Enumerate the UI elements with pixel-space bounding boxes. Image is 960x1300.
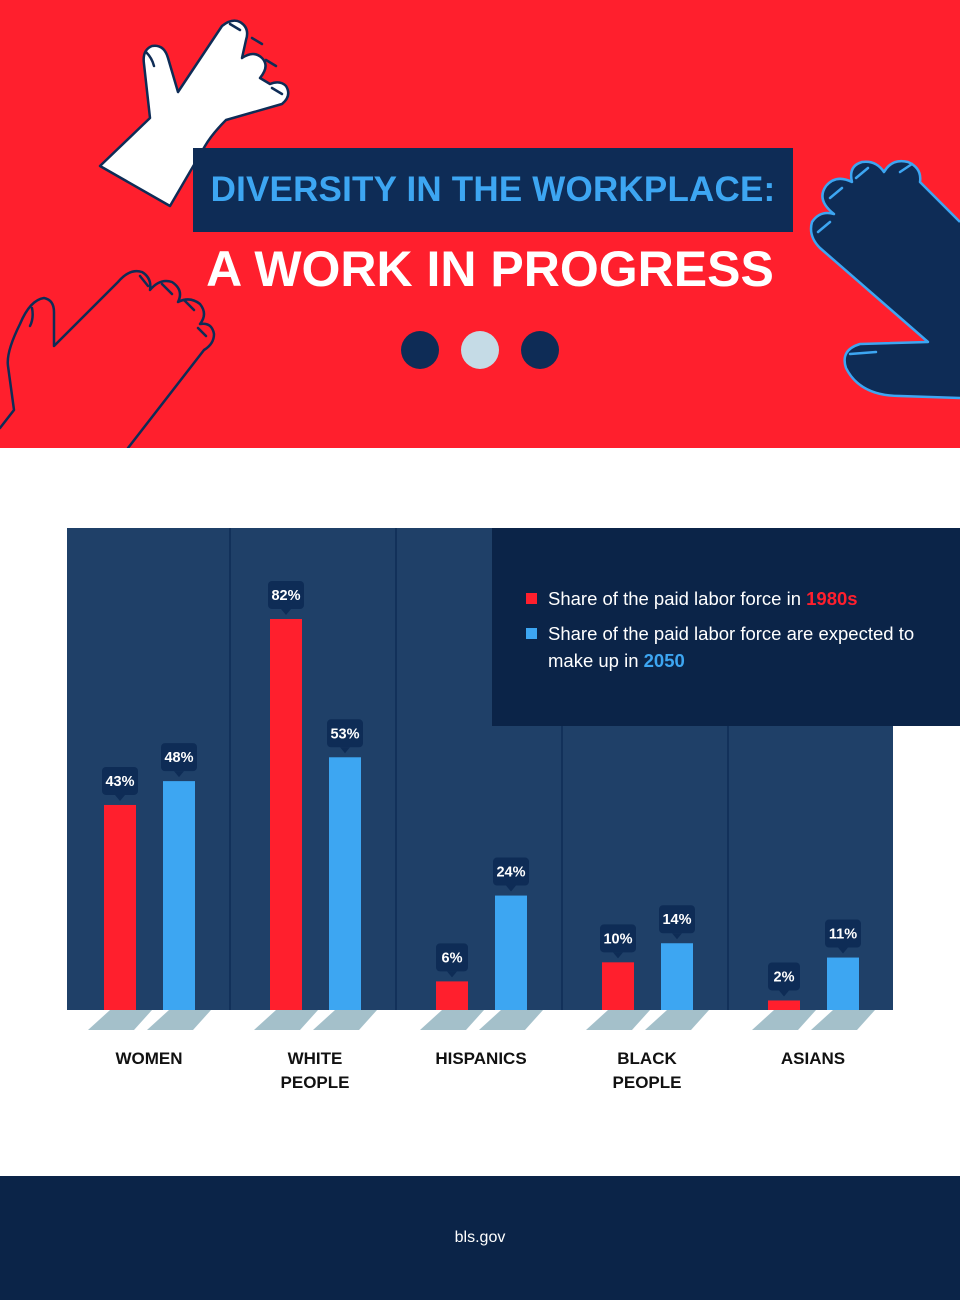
category-label: WOMEN bbox=[69, 1047, 229, 1071]
data-label-bubble bbox=[600, 924, 636, 953]
data-label-bubble bbox=[327, 719, 363, 748]
data-label-pointer bbox=[174, 771, 184, 778]
category-label-line: PEOPLE bbox=[280, 1073, 350, 1092]
data-label-bubble bbox=[825, 919, 861, 948]
bar bbox=[602, 962, 634, 1010]
category-label-line: WOMEN bbox=[115, 1049, 183, 1068]
category-label-line: ASIANS bbox=[780, 1049, 846, 1068]
data-label-pointer bbox=[779, 990, 789, 997]
bar-base-shadow bbox=[254, 1010, 318, 1030]
category-label: BLACK PEOPLE bbox=[567, 1047, 727, 1095]
data-label-pointer bbox=[447, 971, 457, 978]
data-label: 2% bbox=[774, 969, 795, 985]
bar bbox=[827, 957, 859, 1010]
bar bbox=[163, 781, 195, 1010]
hand-filled-icon-navy bbox=[809, 159, 960, 400]
data-label-pointer bbox=[340, 747, 350, 754]
data-label-bubble bbox=[436, 943, 468, 972]
data-label: 11% bbox=[829, 927, 857, 943]
hand-outline-icon-white bbox=[98, 19, 290, 208]
hand-outline-icon-red bbox=[0, 269, 216, 448]
category-label-line: BLACK bbox=[617, 1049, 677, 1068]
page-title: DIVERSITY IN THE WORKPLACE: bbox=[210, 170, 776, 209]
bar-base-shadow bbox=[811, 1010, 875, 1030]
category-label: WHITE PEOPLE bbox=[235, 1047, 395, 1095]
bar-base-shadow bbox=[645, 1010, 709, 1030]
bar bbox=[661, 943, 693, 1010]
data-label-pointer bbox=[281, 609, 291, 615]
bar-base-shadow bbox=[586, 1010, 650, 1030]
footer bbox=[0, 1176, 960, 1300]
legend-swatch-blue bbox=[526, 628, 537, 639]
data-label: 53% bbox=[330, 726, 359, 742]
bar-base-shadow bbox=[479, 1010, 543, 1030]
data-label: 10% bbox=[603, 931, 632, 947]
category-label: ASIANS bbox=[733, 1047, 893, 1071]
data-label-bubble bbox=[268, 581, 304, 609]
legend-highlight-1980s: 1980s bbox=[806, 588, 858, 609]
bar bbox=[436, 981, 468, 1010]
legend-highlight-2050: 2050 bbox=[643, 650, 685, 671]
page-subtitle: A WORK IN PROGRESS bbox=[206, 241, 774, 297]
header-banner: DIVERSITY IN THE WORKPLACE: A WORK IN PR… bbox=[0, 0, 960, 448]
data-label: 43% bbox=[105, 774, 134, 790]
bar bbox=[329, 757, 361, 1010]
data-label-bubble bbox=[161, 743, 197, 772]
category-label-line: HISPANICS bbox=[435, 1049, 527, 1068]
category-label-line: WHITE bbox=[287, 1049, 343, 1068]
category-label: HISPANICS bbox=[401, 1047, 561, 1071]
data-label: 48% bbox=[164, 750, 193, 766]
legend-text-2050: Share of the paid labor force are expect… bbox=[548, 623, 915, 671]
data-label: 14% bbox=[662, 912, 691, 928]
data-label: 82% bbox=[271, 588, 300, 604]
data-label-pointer bbox=[613, 952, 623, 959]
legend-item-1980s: Share of the paid labor force in 1980s bbox=[526, 585, 928, 612]
data-label: 24% bbox=[496, 865, 525, 881]
bar bbox=[270, 619, 302, 1010]
bar-base-shadow bbox=[88, 1010, 152, 1030]
legend-text-1980s: Share of the paid labor force in bbox=[548, 588, 807, 609]
data-label-pointer bbox=[838, 947, 848, 954]
legend-swatch-red bbox=[526, 593, 537, 604]
bar bbox=[495, 895, 527, 1010]
decorative-dot-1 bbox=[401, 331, 439, 369]
bar bbox=[768, 1000, 800, 1010]
bar-base-shadow bbox=[147, 1010, 211, 1030]
legend-item-2050: Share of the paid labor force are expect… bbox=[526, 620, 928, 674]
data-label-pointer bbox=[672, 933, 682, 940]
decorative-dot-3 bbox=[521, 331, 559, 369]
data-label-bubble bbox=[768, 962, 800, 991]
data-label-pointer bbox=[115, 794, 125, 801]
bar-base-shadow bbox=[752, 1010, 816, 1030]
bar-base-shadow bbox=[313, 1010, 377, 1030]
decorative-dot-2 bbox=[461, 331, 499, 369]
bar-base-shadow bbox=[420, 1010, 484, 1030]
source-text: bls.gov bbox=[454, 1229, 506, 1246]
category-label-line: PEOPLE bbox=[612, 1073, 682, 1092]
hands-illustration bbox=[0, 19, 960, 448]
data-label-bubble bbox=[659, 905, 695, 934]
title-box bbox=[193, 148, 793, 232]
data-label-bubble bbox=[493, 857, 529, 886]
data-label-bubble bbox=[102, 766, 138, 795]
legend bbox=[492, 528, 960, 726]
data-label-pointer bbox=[506, 885, 516, 892]
bar bbox=[104, 804, 136, 1010]
data-label: 6% bbox=[442, 950, 463, 966]
